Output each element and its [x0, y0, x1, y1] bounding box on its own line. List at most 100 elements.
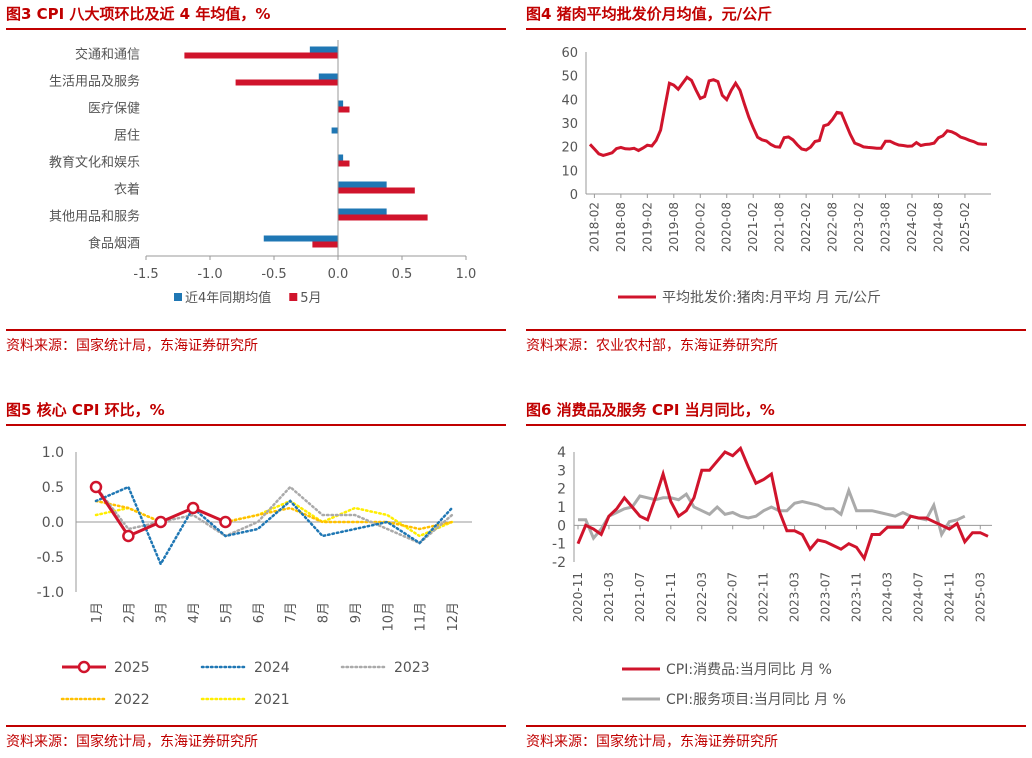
chart-title: 图4 猪肉平均批发价月均值，元/公斤	[526, 5, 773, 23]
series-line	[588, 75, 987, 157]
title-rule	[526, 424, 1026, 426]
y-tick-label: -2	[552, 555, 566, 571]
chart-title: 图6 消费品及服务 CPI 当月同比，%	[526, 401, 775, 419]
x-tick-label: 10月	[381, 602, 396, 632]
chart-fig4: 0 10 20 30 40 50 60 2018-02 2018-08 2019-02 2019-0…	[561, 46, 991, 306]
x-tick-label: 2024-07	[911, 572, 925, 622]
category-label: 医疗保健	[88, 102, 140, 117]
x-tick-label: 2025-03	[973, 572, 987, 622]
legend-label: 2025	[114, 660, 150, 676]
series-line	[576, 445, 989, 562]
chart-source: 资料来源：国家统计局，东海证券研究所	[6, 338, 258, 354]
category-label: 教育文化和娱乐	[49, 155, 140, 171]
x-tick-label: 5月	[219, 602, 234, 623]
x-tick-label: 2022-02	[799, 202, 813, 252]
bar	[338, 160, 350, 167]
x-tick-label: 2023-07	[819, 572, 833, 622]
chart-fig5: 1.0 0.5 0.0 -0.5 -1.0 1月 2月 3月 4月 5月 6月 7月 8月 9月 10月 11…	[37, 445, 472, 708]
chart-source: 资料来源：国家统计局，东海证券研究所	[526, 734, 778, 750]
x-tick-label: 2023-02	[852, 202, 866, 252]
x-tick-label: 2021-07	[633, 572, 647, 622]
data-point	[89, 480, 103, 494]
legend-label: 2023	[394, 660, 430, 676]
category-label: 其他用品和服务	[49, 209, 140, 225]
chart-title: 图3 CPI 八大项环比及近 4 年均值，%	[6, 5, 271, 23]
y-tick-label: -1.0	[37, 585, 64, 601]
bar	[235, 79, 338, 86]
title-rule	[6, 28, 506, 30]
y-tick-label: 0.0	[42, 515, 64, 531]
data-point	[154, 515, 167, 529]
x-tick-label: 8月	[317, 602, 332, 623]
legend-label: 近4年同期均值	[185, 290, 271, 306]
chart-source: 资料来源：国家统计局，东海证券研究所	[6, 734, 258, 750]
x-tick-label: 2024-08	[931, 202, 945, 252]
x-tick-label: 2024-03	[880, 572, 894, 622]
category-label: 食品烟酒	[88, 236, 140, 252]
x-tick-label: 2023-08	[879, 202, 893, 252]
x-tick-label: 2022-08	[826, 202, 840, 252]
bar	[331, 127, 338, 134]
y-tick-label: 2	[557, 482, 566, 498]
category-label: 交通和通信	[75, 47, 140, 63]
x-tick-label: 2020-02	[693, 202, 707, 252]
x-tick-label: 7月	[284, 602, 299, 623]
y-tick-label: 10	[561, 164, 578, 179]
legend-swatch	[174, 293, 182, 301]
bar	[318, 73, 338, 80]
x-tick-label: 2022-07	[726, 572, 740, 622]
chart-fig6: 4 3 2 1 0 -1 -2 2020-11 2021-03 2021-07 2021-11 202…	[552, 445, 992, 708]
category-label: 生活用品及服务	[49, 74, 140, 90]
x-tick-label: 2021-02	[746, 202, 760, 252]
bar	[312, 241, 338, 248]
x-tick-label: 2018-08	[614, 202, 628, 252]
panel-fig3: 图3 CPI 八大项环比及近 4 年均值，% 交通和通信生活用品及服务医疗保健居…	[6, 2, 506, 358]
x-tick-label: 2月	[122, 602, 137, 623]
legend-label: 5月	[300, 291, 321, 306]
panel-fig5: 图5 核心 CPI 环比，% 1.0 0.5 0.0 -0.5 -1.0 1月 2月 3月 4月…	[6, 398, 506, 754]
x-tick-label: 2022-11	[757, 572, 771, 622]
legend-swatch	[289, 293, 298, 301]
x-tick-label: 3月	[155, 602, 170, 623]
chart-source: 资料来源：农业农村部，东海证券研究所	[526, 338, 778, 354]
y-tick-label: 60	[561, 46, 578, 61]
y-tick-label: 1.0	[42, 445, 64, 461]
legend-label: 2024	[254, 660, 290, 676]
panel-fig4: 图4 猪肉平均批发价月均值，元/公斤 0 10 20 30 40 50 60 2018-02 2…	[526, 2, 1026, 358]
x-tick-label: 2021-11	[664, 572, 678, 622]
y-tick-label: 20	[561, 141, 578, 156]
y-tick-label: 30	[561, 117, 578, 132]
x-tick-label: -1.5	[133, 267, 158, 282]
data-point	[122, 529, 135, 543]
x-tick-label: 0.0	[328, 267, 349, 282]
x-tick-label: 4月	[187, 602, 202, 623]
bar	[338, 214, 428, 221]
x-tick-label: 2024-02	[905, 202, 919, 252]
y-tick-label: 0	[570, 188, 578, 203]
source-rule	[526, 329, 1026, 331]
category-label: 居住	[114, 129, 140, 144]
x-tick-label: 6月	[252, 602, 267, 623]
x-tick-label: 2023-03	[788, 572, 802, 622]
bar	[309, 46, 338, 53]
source-rule	[6, 725, 506, 727]
legend-label: 2022	[114, 692, 150, 708]
x-tick-label: 2023-11	[849, 572, 863, 622]
x-tick-label: 9月	[349, 602, 364, 623]
x-tick-label: 0.5	[392, 267, 413, 282]
y-tick-label: 3	[557, 463, 566, 479]
x-tick-label: 2018-02	[587, 202, 601, 252]
x-tick-label: 2022-03	[695, 572, 709, 622]
x-tick-label: 2020-08	[720, 202, 734, 252]
x-tick-label: 2024-11	[942, 572, 956, 622]
y-tick-label: 1	[557, 500, 566, 516]
y-tick-label: 0.5	[42, 480, 64, 496]
panel-fig6: 图6 消费品及服务 CPI 当月同比，% 4 3 2 1 0 -1 -2 2020-11 202…	[526, 398, 1026, 754]
bar	[338, 187, 415, 194]
series-line	[94, 485, 454, 567]
bar	[338, 181, 387, 188]
x-tick-label: -1.0	[197, 267, 222, 282]
x-tick-label: 12月	[446, 602, 461, 632]
x-tick-label: 2021-03	[602, 572, 616, 622]
